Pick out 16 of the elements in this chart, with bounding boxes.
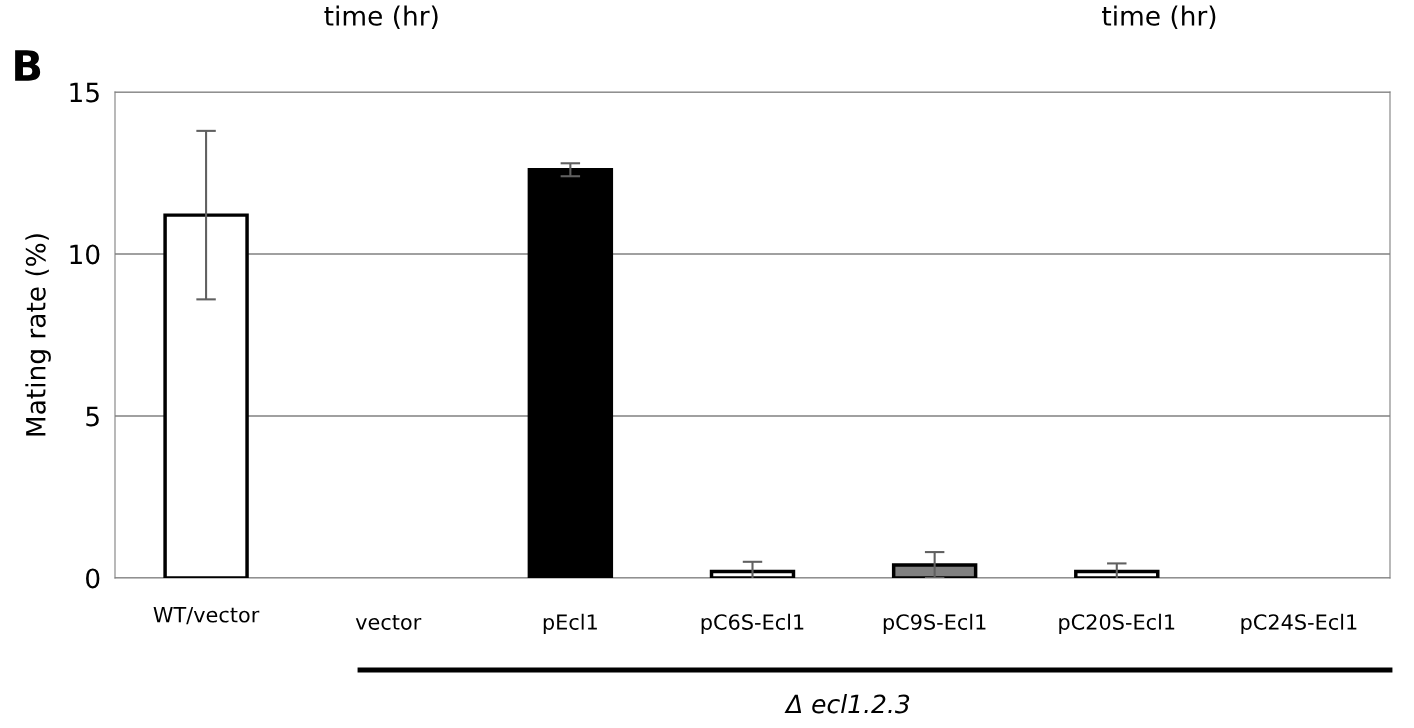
text: time (hr) — [324, 5, 438, 29]
x-tick-label: pC9S-Ecl1 — [883, 613, 986, 634]
x-tick-label: pEcl1 — [543, 613, 597, 634]
x-tick-label: pC24S-Ecl1 — [1241, 613, 1357, 634]
text: time (hr) — [1102, 5, 1216, 29]
x-tick-label: pC20S-Ecl1 — [1059, 613, 1175, 634]
x-tick-label: WT/vector — [153, 607, 260, 625]
x-tick-label: pC6S-Ecl1 — [701, 613, 804, 634]
y-tick-label: 15 — [70, 82, 99, 103]
y-tick-label: 10 — [70, 244, 100, 265]
text: Δ ecl1.2.3 — [784, 694, 910, 714]
y-tick-label: 0 — [86, 568, 100, 589]
text: B — [15, 50, 41, 81]
y-tick-label: 5 — [86, 406, 99, 427]
y-axis-title: Mating rate (%) — [25, 234, 51, 436]
x-tick-label: vector — [355, 614, 422, 630]
